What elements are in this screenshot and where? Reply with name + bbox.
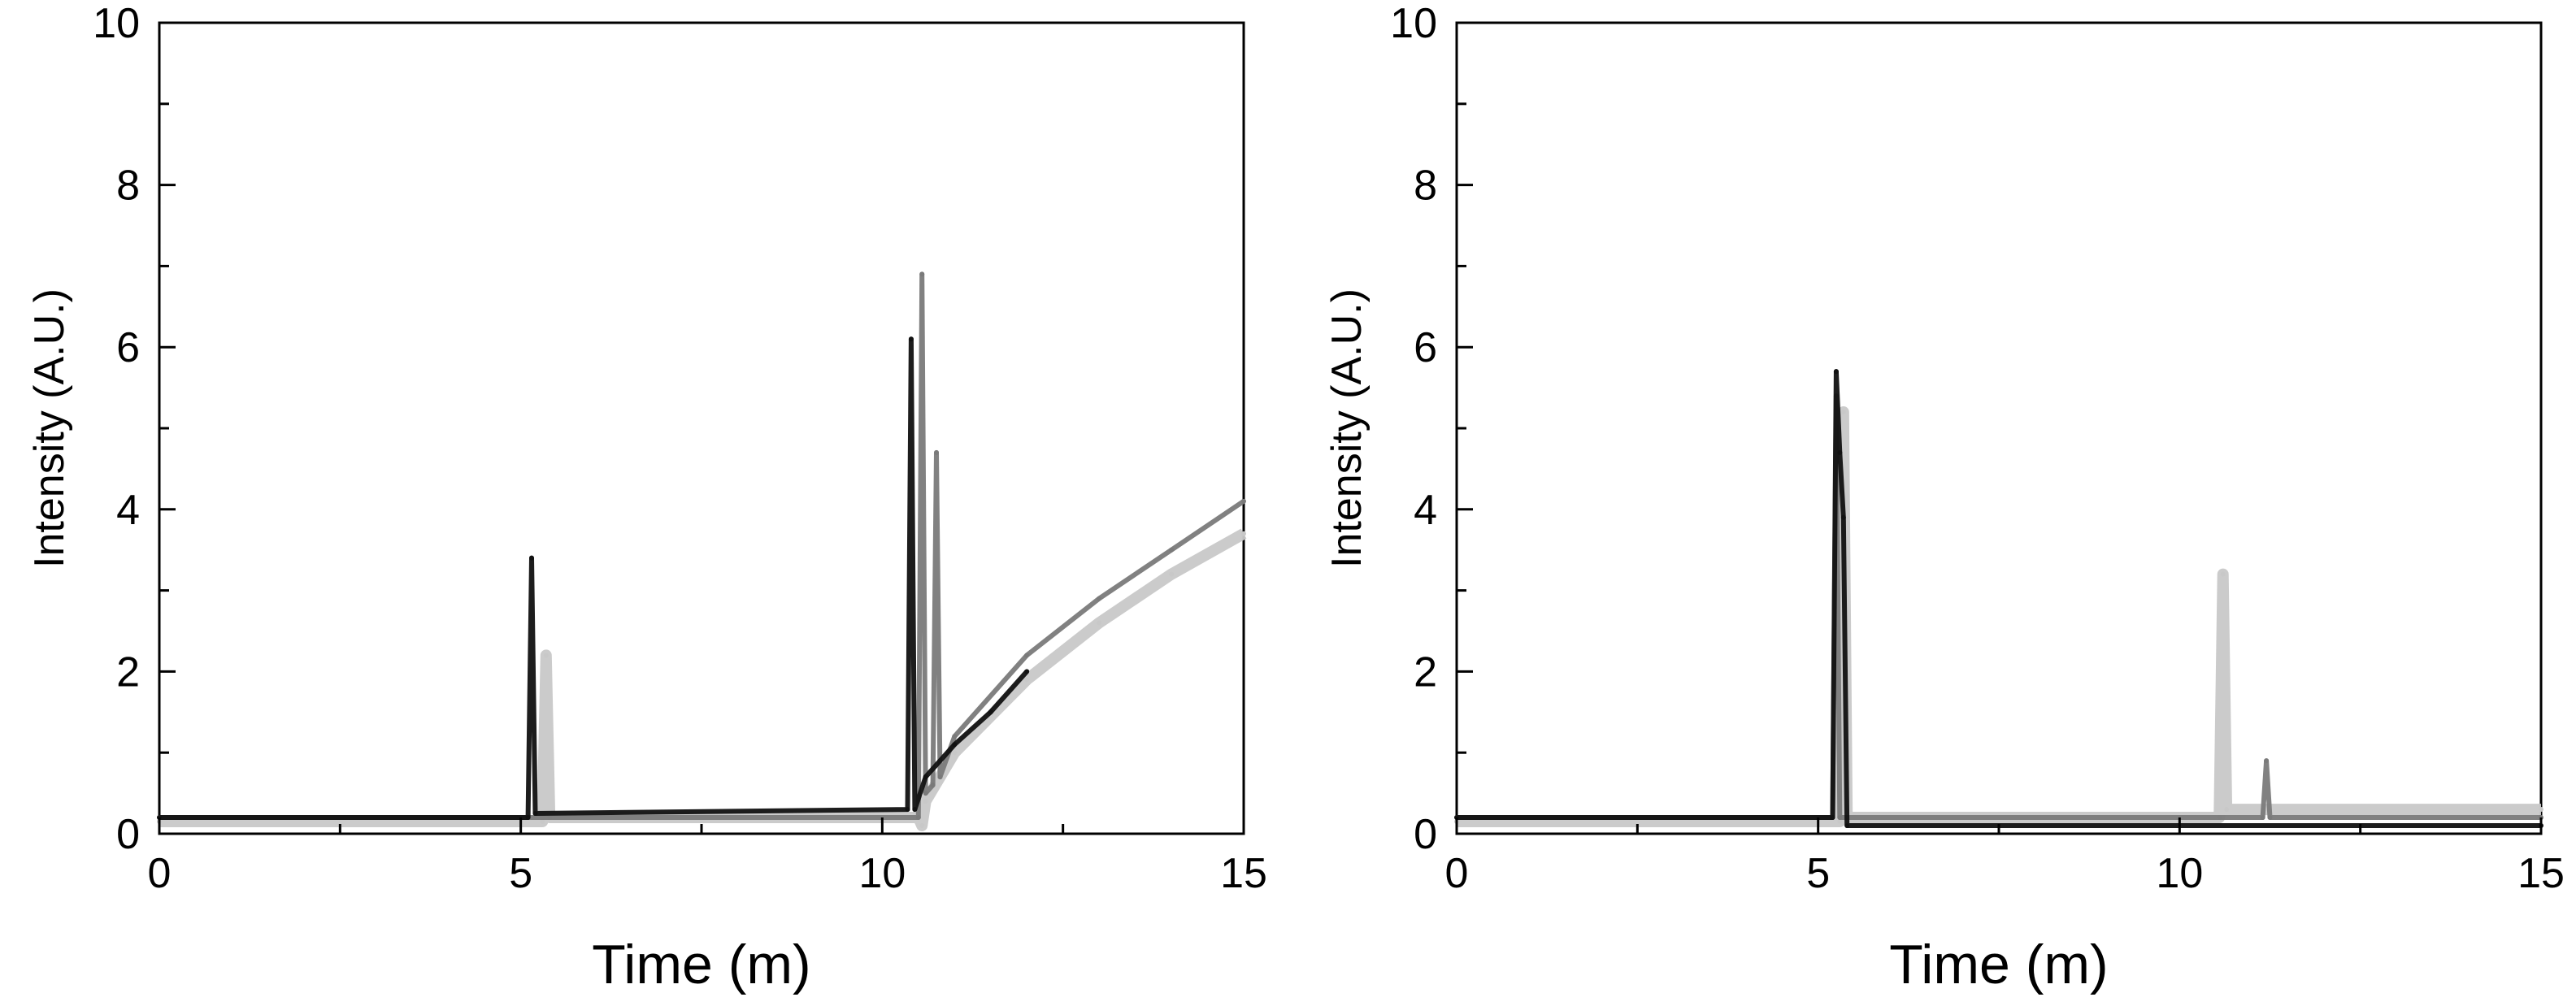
x-tick-label: 10 <box>858 850 906 897</box>
y-tick-label: 0 <box>1414 811 1437 858</box>
x-tick-label: 15 <box>2517 850 2565 897</box>
x-tick-label: 5 <box>509 850 532 897</box>
data-point <box>529 555 535 561</box>
data-point <box>1097 620 1102 626</box>
plot-frame <box>158 21 1245 835</box>
data-point <box>1837 815 1843 821</box>
series-line-3 <box>159 336 1029 820</box>
data-point <box>1833 369 1839 375</box>
plot-frame <box>1455 21 2543 835</box>
data-point <box>540 819 545 825</box>
x-tick-label: 5 <box>1806 850 1830 897</box>
x-tick-label: 0 <box>148 850 172 897</box>
data-point <box>952 734 958 739</box>
x-tick-label: 10 <box>2156 850 2203 897</box>
data-point <box>1024 653 1030 658</box>
data-point <box>2264 758 2270 764</box>
data-point <box>1830 815 1835 821</box>
data-point <box>1241 498 1246 504</box>
y-tick-label: 2 <box>116 648 140 696</box>
y-tick-label: 6 <box>116 324 140 371</box>
series-line-1 <box>1457 406 2541 827</box>
x-tick-label: 15 <box>1220 850 1267 897</box>
data-point <box>543 653 549 658</box>
data-point <box>923 774 928 780</box>
data-point <box>905 807 910 813</box>
data-point <box>915 815 921 821</box>
y-tick-label: 4 <box>116 487 140 534</box>
data-point <box>2224 807 2230 813</box>
data-point <box>923 799 928 804</box>
data-point <box>2220 571 2226 577</box>
data-point <box>923 791 928 796</box>
data-point <box>525 815 531 821</box>
series-line-2 <box>159 271 1245 820</box>
data-point <box>1169 571 1175 577</box>
y-axis-label: Intensity (A.U.) <box>1323 288 1371 568</box>
data-point <box>1837 819 1843 825</box>
data-point <box>1241 531 1246 536</box>
data-point <box>919 823 925 829</box>
series-line-1 <box>159 528 1247 831</box>
data-point <box>934 449 940 455</box>
y-tick-label: 0 <box>116 811 140 858</box>
data-point <box>1840 410 1846 415</box>
data-point <box>952 742 958 748</box>
data-point <box>1024 669 1030 674</box>
y-tick-label: 8 <box>116 163 140 210</box>
data-point <box>952 750 958 756</box>
y-tick-label: 10 <box>1390 0 1437 47</box>
y-tick-label: 2 <box>1414 648 1437 696</box>
data-point <box>1024 677 1030 683</box>
data-point <box>930 783 936 788</box>
y-tick-label: 4 <box>1414 487 1437 534</box>
data-point <box>2267 815 2273 821</box>
data-point <box>919 271 925 277</box>
data-point <box>1844 823 1850 829</box>
x-axis-label: Time (m) <box>592 934 810 995</box>
data-point <box>1097 596 1102 601</box>
data-point <box>1169 547 1175 553</box>
data-point <box>937 774 943 780</box>
data-point <box>988 709 993 715</box>
y-tick-label: 6 <box>1414 324 1437 371</box>
y-tick-label: 8 <box>1414 163 1437 210</box>
data-point <box>912 807 918 813</box>
series-line-3 <box>1457 369 2541 828</box>
right-chart-panel: 0 5 10 15 0 2 4 6 8 10 Time (m) Intensity (A.U.) <box>1323 0 2565 995</box>
y-axis-label: Intensity (A.U.) <box>26 288 73 568</box>
left-chart-panel: 0 5 10 15 0 2 4 6 8 10 Time (m) Intensity (A.U.) <box>26 0 1267 995</box>
data-point <box>1840 514 1846 520</box>
data-point <box>908 336 914 342</box>
x-tick-label: 0 <box>1445 850 1469 897</box>
y-tick-label: 10 <box>93 0 140 47</box>
data-point <box>2260 815 2265 821</box>
x-axis-label: Time (m) <box>1889 934 2108 995</box>
data-point <box>1837 449 1843 455</box>
data-point <box>2539 807 2543 813</box>
data-point <box>532 811 538 817</box>
series-line-2 <box>1457 393 2541 820</box>
